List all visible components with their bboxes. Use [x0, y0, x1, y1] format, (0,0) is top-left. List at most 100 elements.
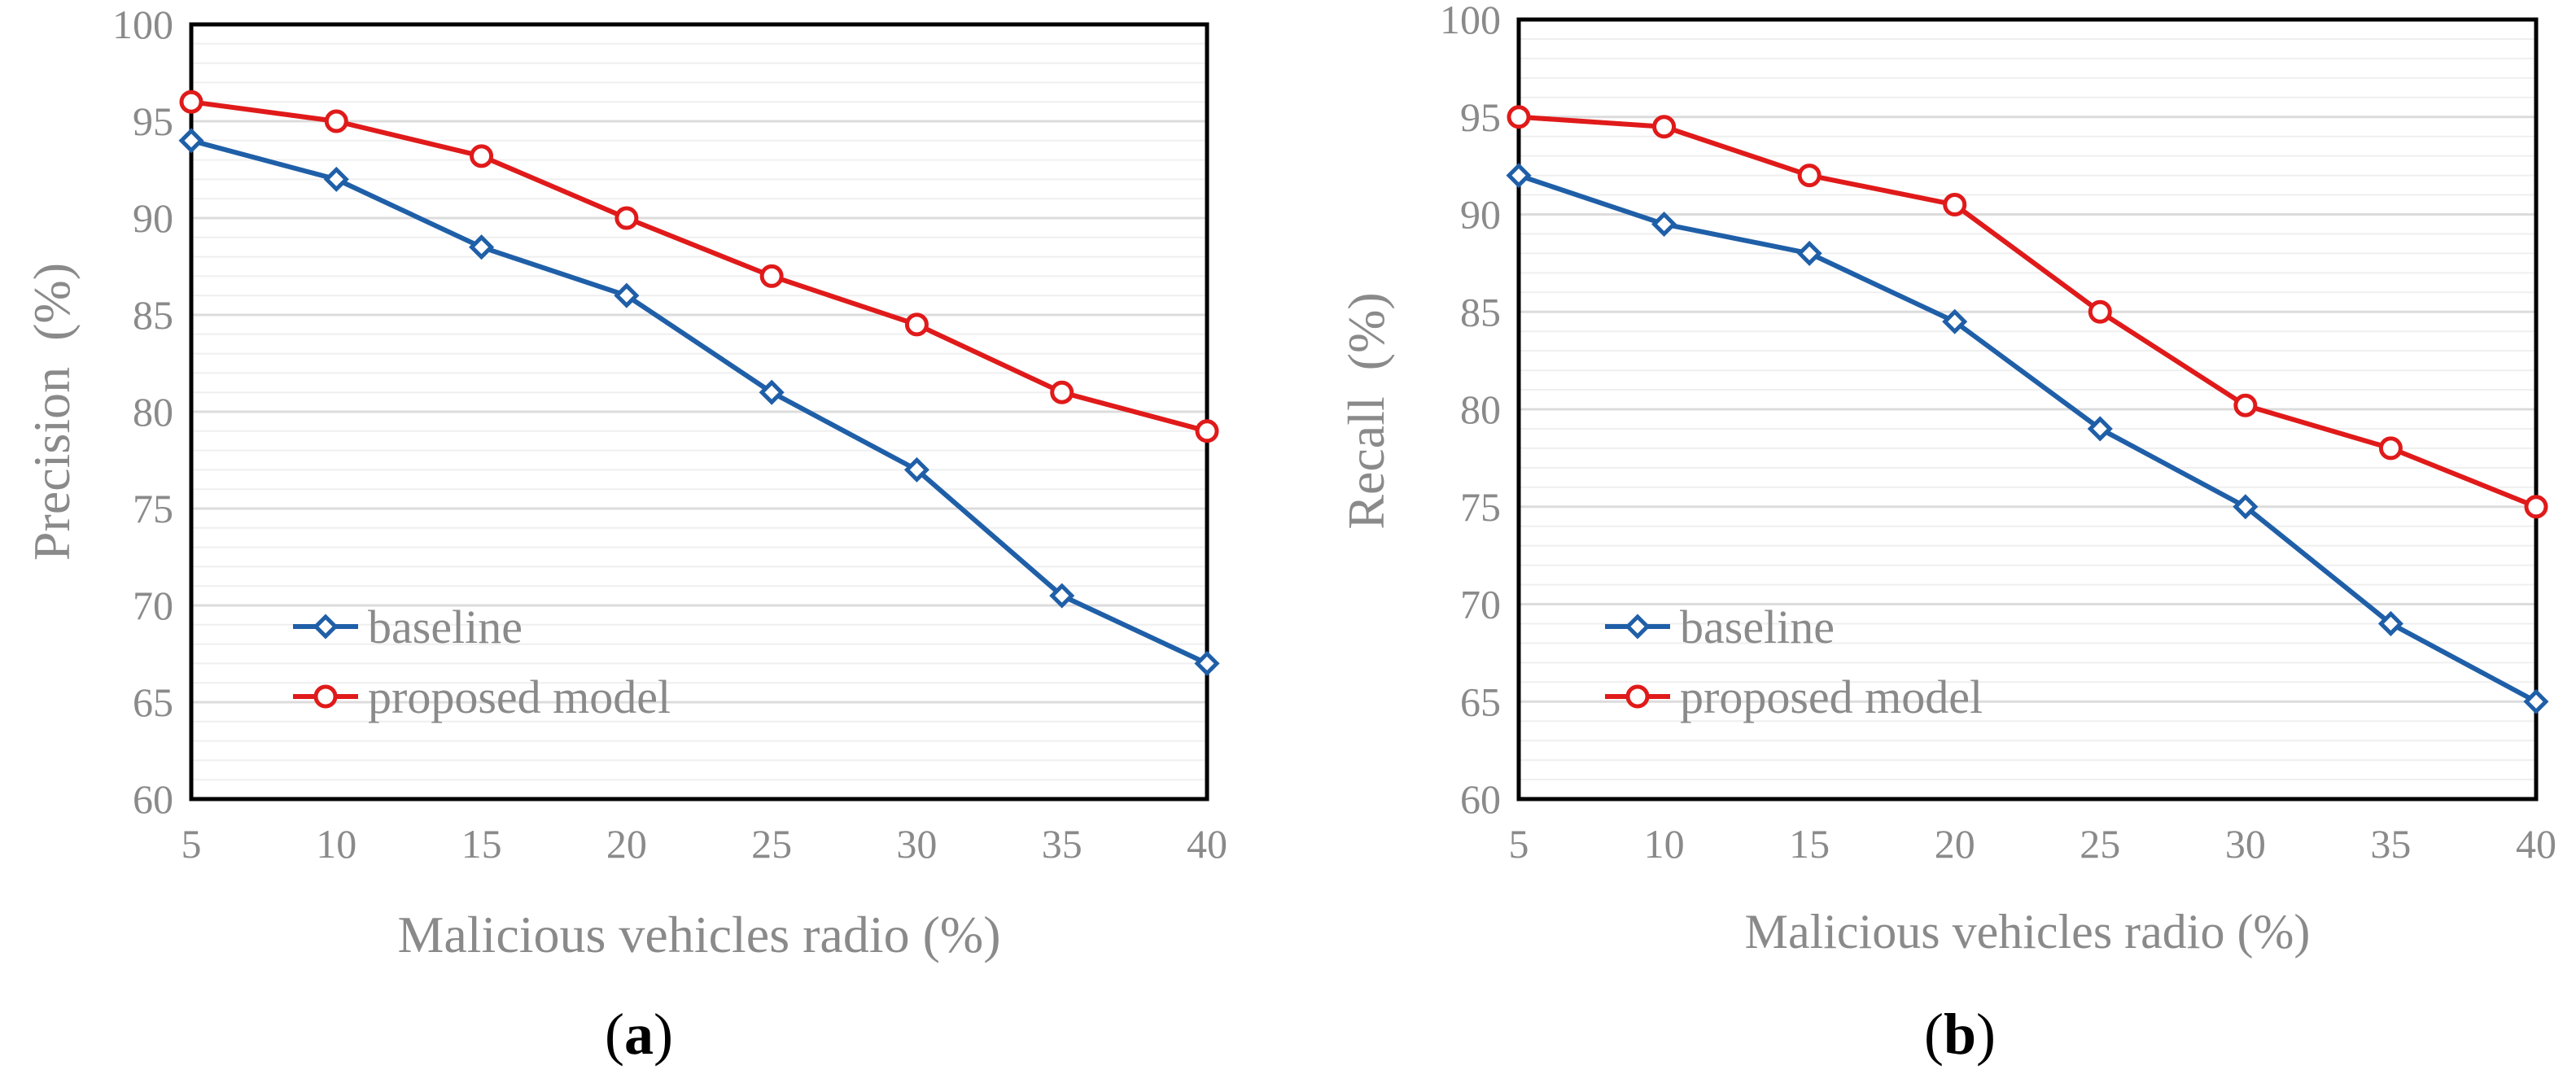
- data-point-baseline: [178, 128, 204, 154]
- panel-caption-open-a: (: [605, 1002, 624, 1067]
- y-tick-labels-a: 60 65 70 75 80 85 90 95 100: [112, 2, 173, 822]
- plot-frame-a: [189, 22, 1209, 801]
- series-line-baseline: [1518, 173, 2538, 704]
- data-point-proposed-model: [1195, 419, 1219, 443]
- data-point-proposed-model: [470, 144, 494, 168]
- x-tick-label: 25: [751, 821, 792, 867]
- y-tick-label: 95: [133, 98, 173, 144]
- data-point-baseline: [2233, 494, 2259, 520]
- data-point-proposed-model: [1797, 164, 1822, 188]
- y-tick-label: 80: [1460, 387, 1501, 432]
- legend-marker-proposed-b: [1625, 684, 1650, 709]
- data-point-baseline: [2087, 416, 2113, 442]
- panel-caption-letter-b: b: [1944, 1002, 1976, 1067]
- legend-marker-baseline-a: [313, 614, 339, 640]
- data-point-baseline: [1796, 240, 1822, 266]
- data-point-baseline: [1194, 650, 1220, 676]
- data-point-proposed-model: [2088, 299, 2112, 324]
- data-point-proposed-model: [179, 90, 203, 114]
- panel-caption-close-b: ): [1976, 1002, 1996, 1067]
- x-tick-label: 25: [2080, 821, 2120, 867]
- data-point-baseline: [1049, 583, 1075, 609]
- series-layer-a: [178, 90, 1220, 676]
- x-tick-label: 5: [182, 821, 202, 867]
- y-tick-labels-b: 60 65 70 75 80 85 90 95 100: [1440, 0, 1501, 822]
- legend-b: baseline proposed model: [1605, 601, 1983, 723]
- x-axis-title-b: Malicious vehicles radio (%): [1745, 905, 2311, 959]
- legend-label-baseline-a: baseline: [368, 601, 523, 653]
- data-point-baseline: [903, 456, 929, 483]
- x-axis-title-a: Malicious vehicles radio (%): [397, 906, 1000, 963]
- chart-panel-a: 60 65 70 75 80 85 90 95 100 5 10 15 20 25 30 35 40 base…: [23, 2, 1227, 1067]
- data-point-baseline: [759, 379, 785, 405]
- legend-label-proposed-b: proposed model: [1680, 670, 1983, 723]
- y-tick-label: 95: [1460, 94, 1501, 140]
- data-point-proposed-model: [1507, 105, 1531, 129]
- x-tick-label: 5: [1509, 821, 1529, 867]
- grid-lines-b: [1519, 37, 2536, 781]
- data-point-baseline: [469, 234, 495, 260]
- data-point-proposed-model: [1050, 380, 1074, 404]
- panel-caption-letter-a: a: [624, 1002, 654, 1067]
- data-point-proposed-model: [614, 206, 639, 230]
- y-tick-label: 75: [1460, 484, 1501, 530]
- y-tick-label: 75: [133, 486, 173, 531]
- x-tick-labels-a: 5 10 15 20 25 30 35 40: [182, 821, 1228, 867]
- y-tick-label: 70: [1460, 582, 1501, 627]
- data-point-proposed-model: [1652, 115, 1677, 139]
- legend-entry-baseline-a[interactable]: baseline: [293, 601, 523, 653]
- x-tick-label: 10: [1644, 821, 1685, 867]
- x-tick-label: 35: [2370, 821, 2411, 867]
- data-point-baseline: [1651, 211, 1677, 238]
- series-layer-b: [1506, 105, 2549, 714]
- data-point-proposed-model: [2524, 495, 2548, 519]
- plot-frame-b: [1516, 17, 2539, 801]
- legend-entry-proposed-b[interactable]: proposed model: [1605, 670, 1983, 723]
- data-point-proposed-model: [904, 312, 929, 337]
- x-tick-label: 30: [2225, 821, 2266, 867]
- data-point-baseline: [2377, 610, 2403, 636]
- series-line-proposed-model: [1518, 114, 2538, 509]
- x-tick-label: 20: [606, 821, 647, 867]
- legend-entry-baseline-b[interactable]: baseline: [1605, 601, 1835, 653]
- y-tick-label: 100: [1440, 0, 1501, 42]
- legend-marker-proposed-a: [313, 684, 338, 709]
- panel-caption-a: (a): [605, 1002, 673, 1067]
- series-line-baseline: [190, 138, 1209, 666]
- y-tick-label: 60: [133, 776, 173, 822]
- x-tick-label: 40: [2516, 821, 2556, 867]
- y-tick-label: 65: [133, 679, 173, 725]
- legend-label-proposed-a: proposed model: [368, 670, 671, 723]
- data-point-proposed-model: [2233, 393, 2258, 417]
- series-line-proposed-model: [190, 99, 1208, 434]
- x-tick-label: 10: [316, 821, 356, 867]
- y-axis-title-a: Precision (%): [23, 263, 81, 561]
- y-tick-label: 65: [1460, 679, 1501, 724]
- data-point-baseline: [1942, 308, 1968, 334]
- data-point-baseline: [2523, 688, 2549, 714]
- legend-a: baseline proposed model: [293, 601, 671, 723]
- data-point-baseline: [323, 166, 349, 192]
- legend-marker-baseline-b: [1625, 614, 1651, 640]
- panel-caption-b: (b): [1924, 1002, 1996, 1067]
- data-point-baseline: [614, 282, 640, 308]
- y-tick-label: 85: [1460, 289, 1501, 334]
- x-tick-labels-b: 5 10 15 20 25 30 35 40: [1509, 821, 2557, 867]
- y-axis-title-b: Recall (%): [1337, 292, 1395, 529]
- legend-entry-proposed-a[interactable]: proposed model: [293, 670, 671, 723]
- y-tick-label: 90: [1460, 192, 1501, 238]
- grid-lines-a: [191, 42, 1207, 781]
- x-tick-label: 15: [1789, 821, 1830, 867]
- y-tick-label: 85: [133, 292, 173, 338]
- data-point-proposed-model: [324, 109, 348, 133]
- y-tick-label: 80: [133, 389, 173, 435]
- panel-caption-open-b: (: [1924, 1002, 1944, 1067]
- x-tick-label: 15: [461, 821, 502, 867]
- y-tick-label: 90: [133, 195, 173, 241]
- panel-caption-close-a: ): [654, 1002, 673, 1067]
- data-point-proposed-model: [759, 264, 784, 288]
- y-tick-label: 60: [1460, 776, 1501, 822]
- data-point-proposed-model: [2378, 436, 2403, 461]
- data-point-baseline: [1506, 163, 1532, 189]
